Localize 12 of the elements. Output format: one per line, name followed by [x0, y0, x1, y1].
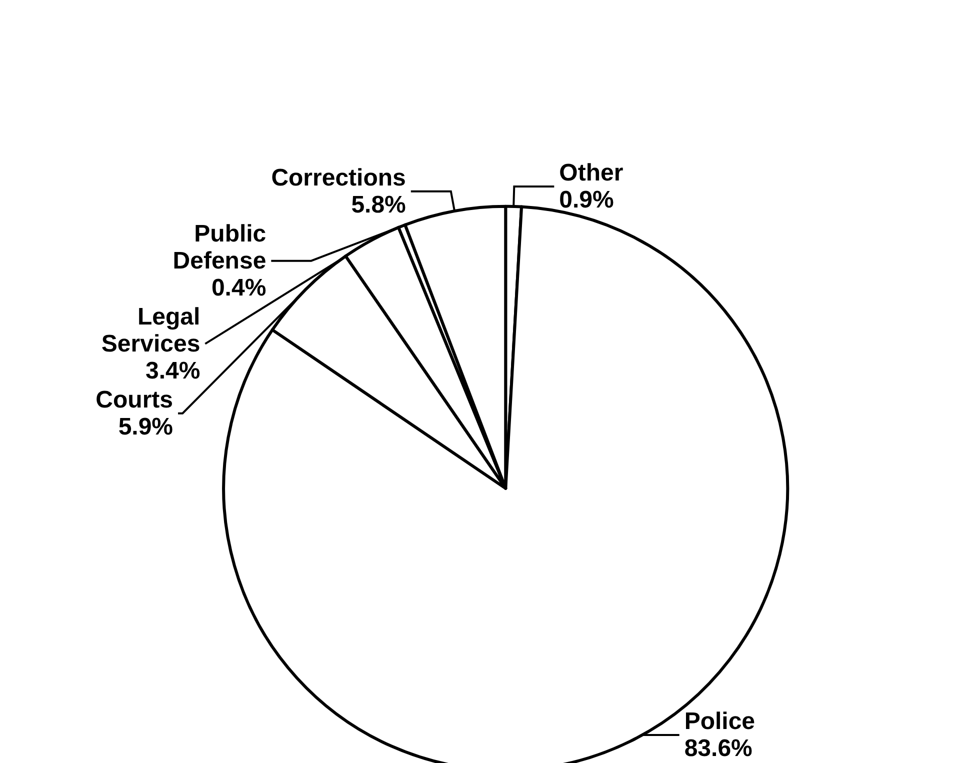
- slice-label: Other: [559, 159, 624, 186]
- slice-label: Corrections: [271, 164, 406, 192]
- slice-label: Legal Services: [101, 303, 200, 358]
- data-label: 5.9%: [118, 413, 174, 440]
- data-label: 83.6%: [684, 735, 752, 762]
- slice-label: Police: [684, 708, 756, 735]
- slice-label: Courts: [96, 386, 174, 414]
- data-label: 0.4%: [211, 274, 266, 302]
- data-label: 3.4%: [145, 357, 200, 384]
- slice-label: Public Defense: [172, 220, 266, 274]
- data-label: 5.8%: [351, 191, 406, 218]
- data-label: 0.9%: [559, 186, 614, 214]
